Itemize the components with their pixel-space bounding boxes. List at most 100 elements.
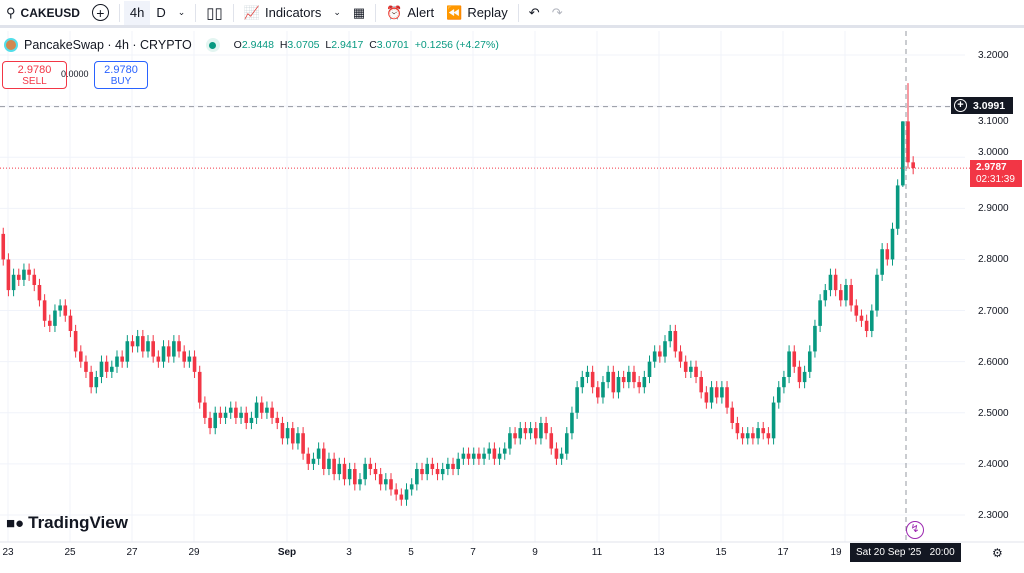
price-tick-label: 2.7000 <box>978 305 1009 317</box>
sell-button[interactable]: 2.9780 SELL <box>2 61 67 89</box>
candle-up <box>415 468 419 485</box>
tv-logo-icon: ■● <box>6 514 25 532</box>
time-tick-label: 3 <box>346 547 352 558</box>
time-tick-label: 15 <box>715 547 727 558</box>
candle-down <box>430 463 435 469</box>
candle-up <box>502 448 507 454</box>
candle-down <box>244 412 249 423</box>
candle-down <box>477 453 481 459</box>
candle-up <box>358 479 362 485</box>
candle-up <box>689 366 693 372</box>
alert-button[interactable]: ⏰ Alert <box>386 4 435 21</box>
candle-down <box>864 320 869 331</box>
candle-up <box>213 412 218 429</box>
candle-up <box>223 412 228 418</box>
indicators-button[interactable]: 📈 Indicators <box>243 4 322 21</box>
candle-up <box>745 433 750 439</box>
candle-down <box>79 351 83 362</box>
symbol-title[interactable]: PancakeSwap · 4h · CRYPTO <box>24 38 192 52</box>
price-tick-label: 2.4000 <box>978 458 1009 470</box>
settings-icon[interactable]: ⚙ <box>992 546 1003 560</box>
candle-up <box>901 121 905 186</box>
rewind-icon: ⏪ <box>446 4 463 20</box>
buy-button[interactable]: 2.9780 BUY <box>94 61 148 89</box>
candle-up <box>440 468 445 475</box>
candle-down <box>259 402 264 413</box>
candle-down <box>378 474 383 485</box>
price-tick-label: 2.6000 <box>978 356 1009 368</box>
candle-down <box>27 269 31 275</box>
candle-down <box>590 371 595 388</box>
replay-button[interactable]: ⏪ Replay <box>446 4 508 21</box>
candle-down <box>84 361 88 372</box>
candle-down <box>73 330 78 352</box>
candle-up <box>172 341 176 357</box>
candle-down <box>203 402 207 418</box>
candle-up <box>782 376 786 388</box>
time-tick-label: 9 <box>532 547 538 558</box>
candle-down <box>492 448 497 459</box>
candle-down <box>859 315 864 321</box>
candle-up <box>844 284 848 301</box>
candle-down <box>234 407 238 418</box>
candle-up <box>471 453 476 459</box>
candle-up <box>580 376 585 388</box>
spread-value: 0.0000 <box>61 69 89 79</box>
interval-4h[interactable]: 4h <box>123 0 151 25</box>
price-chart[interactable] <box>0 31 1024 573</box>
candle-down <box>596 387 600 398</box>
candle-up <box>311 458 316 464</box>
candle-up <box>807 351 812 372</box>
undo-button[interactable]: ↶ <box>523 0 546 27</box>
lightning-event-icon[interactable]: ↯ <box>906 521 924 539</box>
candle-up <box>663 341 667 357</box>
candle-down <box>911 162 915 169</box>
candle-down <box>16 274 21 280</box>
interval-dropdown[interactable]: ⌄ <box>172 0 192 27</box>
candle-up <box>187 356 192 362</box>
candle-up <box>606 371 610 383</box>
candle-down <box>730 407 735 423</box>
price-tick-label: 2.3000 <box>978 509 1009 521</box>
chart-type-button[interactable]: ▯▯ <box>200 0 229 27</box>
candle-down <box>611 371 616 393</box>
time-tick-label: 11 <box>591 547 603 558</box>
symbol-search[interactable]: ⚲ CAKEUSD <box>6 4 80 20</box>
candle-up <box>813 325 817 352</box>
candle-down <box>130 341 135 347</box>
candle-down <box>554 448 559 459</box>
candle-up <box>265 407 269 413</box>
candle-down <box>177 341 181 352</box>
time-tick-label: 19 <box>830 547 842 558</box>
candle-up <box>456 458 461 469</box>
price-tick-label: 2.8000 <box>978 254 1009 266</box>
add-alert-plus-icon[interactable]: + <box>954 99 967 112</box>
candle-up <box>642 376 647 388</box>
candle-up <box>254 402 259 418</box>
candle-down <box>37 284 42 301</box>
candle-up <box>823 290 828 301</box>
indicators-dropdown[interactable]: ⌄ <box>327 0 347 27</box>
candle-up <box>146 341 150 352</box>
pancakeswap-logo-icon <box>4 38 18 52</box>
candle-up <box>404 489 409 500</box>
candle-down <box>63 305 68 316</box>
interval-d[interactable]: D <box>156 5 166 20</box>
candle-up <box>482 453 486 459</box>
candle-down <box>89 371 93 388</box>
candle-down <box>632 371 636 383</box>
layouts-button[interactable]: ▦ <box>347 0 371 27</box>
redo-button[interactable]: ↷ <box>546 0 569 27</box>
candle-down <box>849 284 853 306</box>
candle-up <box>880 249 884 275</box>
candle-down <box>32 274 37 285</box>
candle-up <box>564 433 569 454</box>
candle-down <box>523 428 528 434</box>
candle-down <box>270 407 274 418</box>
candle-down <box>658 351 662 357</box>
candle-down <box>678 351 683 362</box>
compare-button[interactable]: + <box>86 0 115 27</box>
candle-down <box>151 341 155 357</box>
candle-up <box>285 428 290 439</box>
last-price-label: 2.9787 02:31:39 <box>970 160 1022 187</box>
